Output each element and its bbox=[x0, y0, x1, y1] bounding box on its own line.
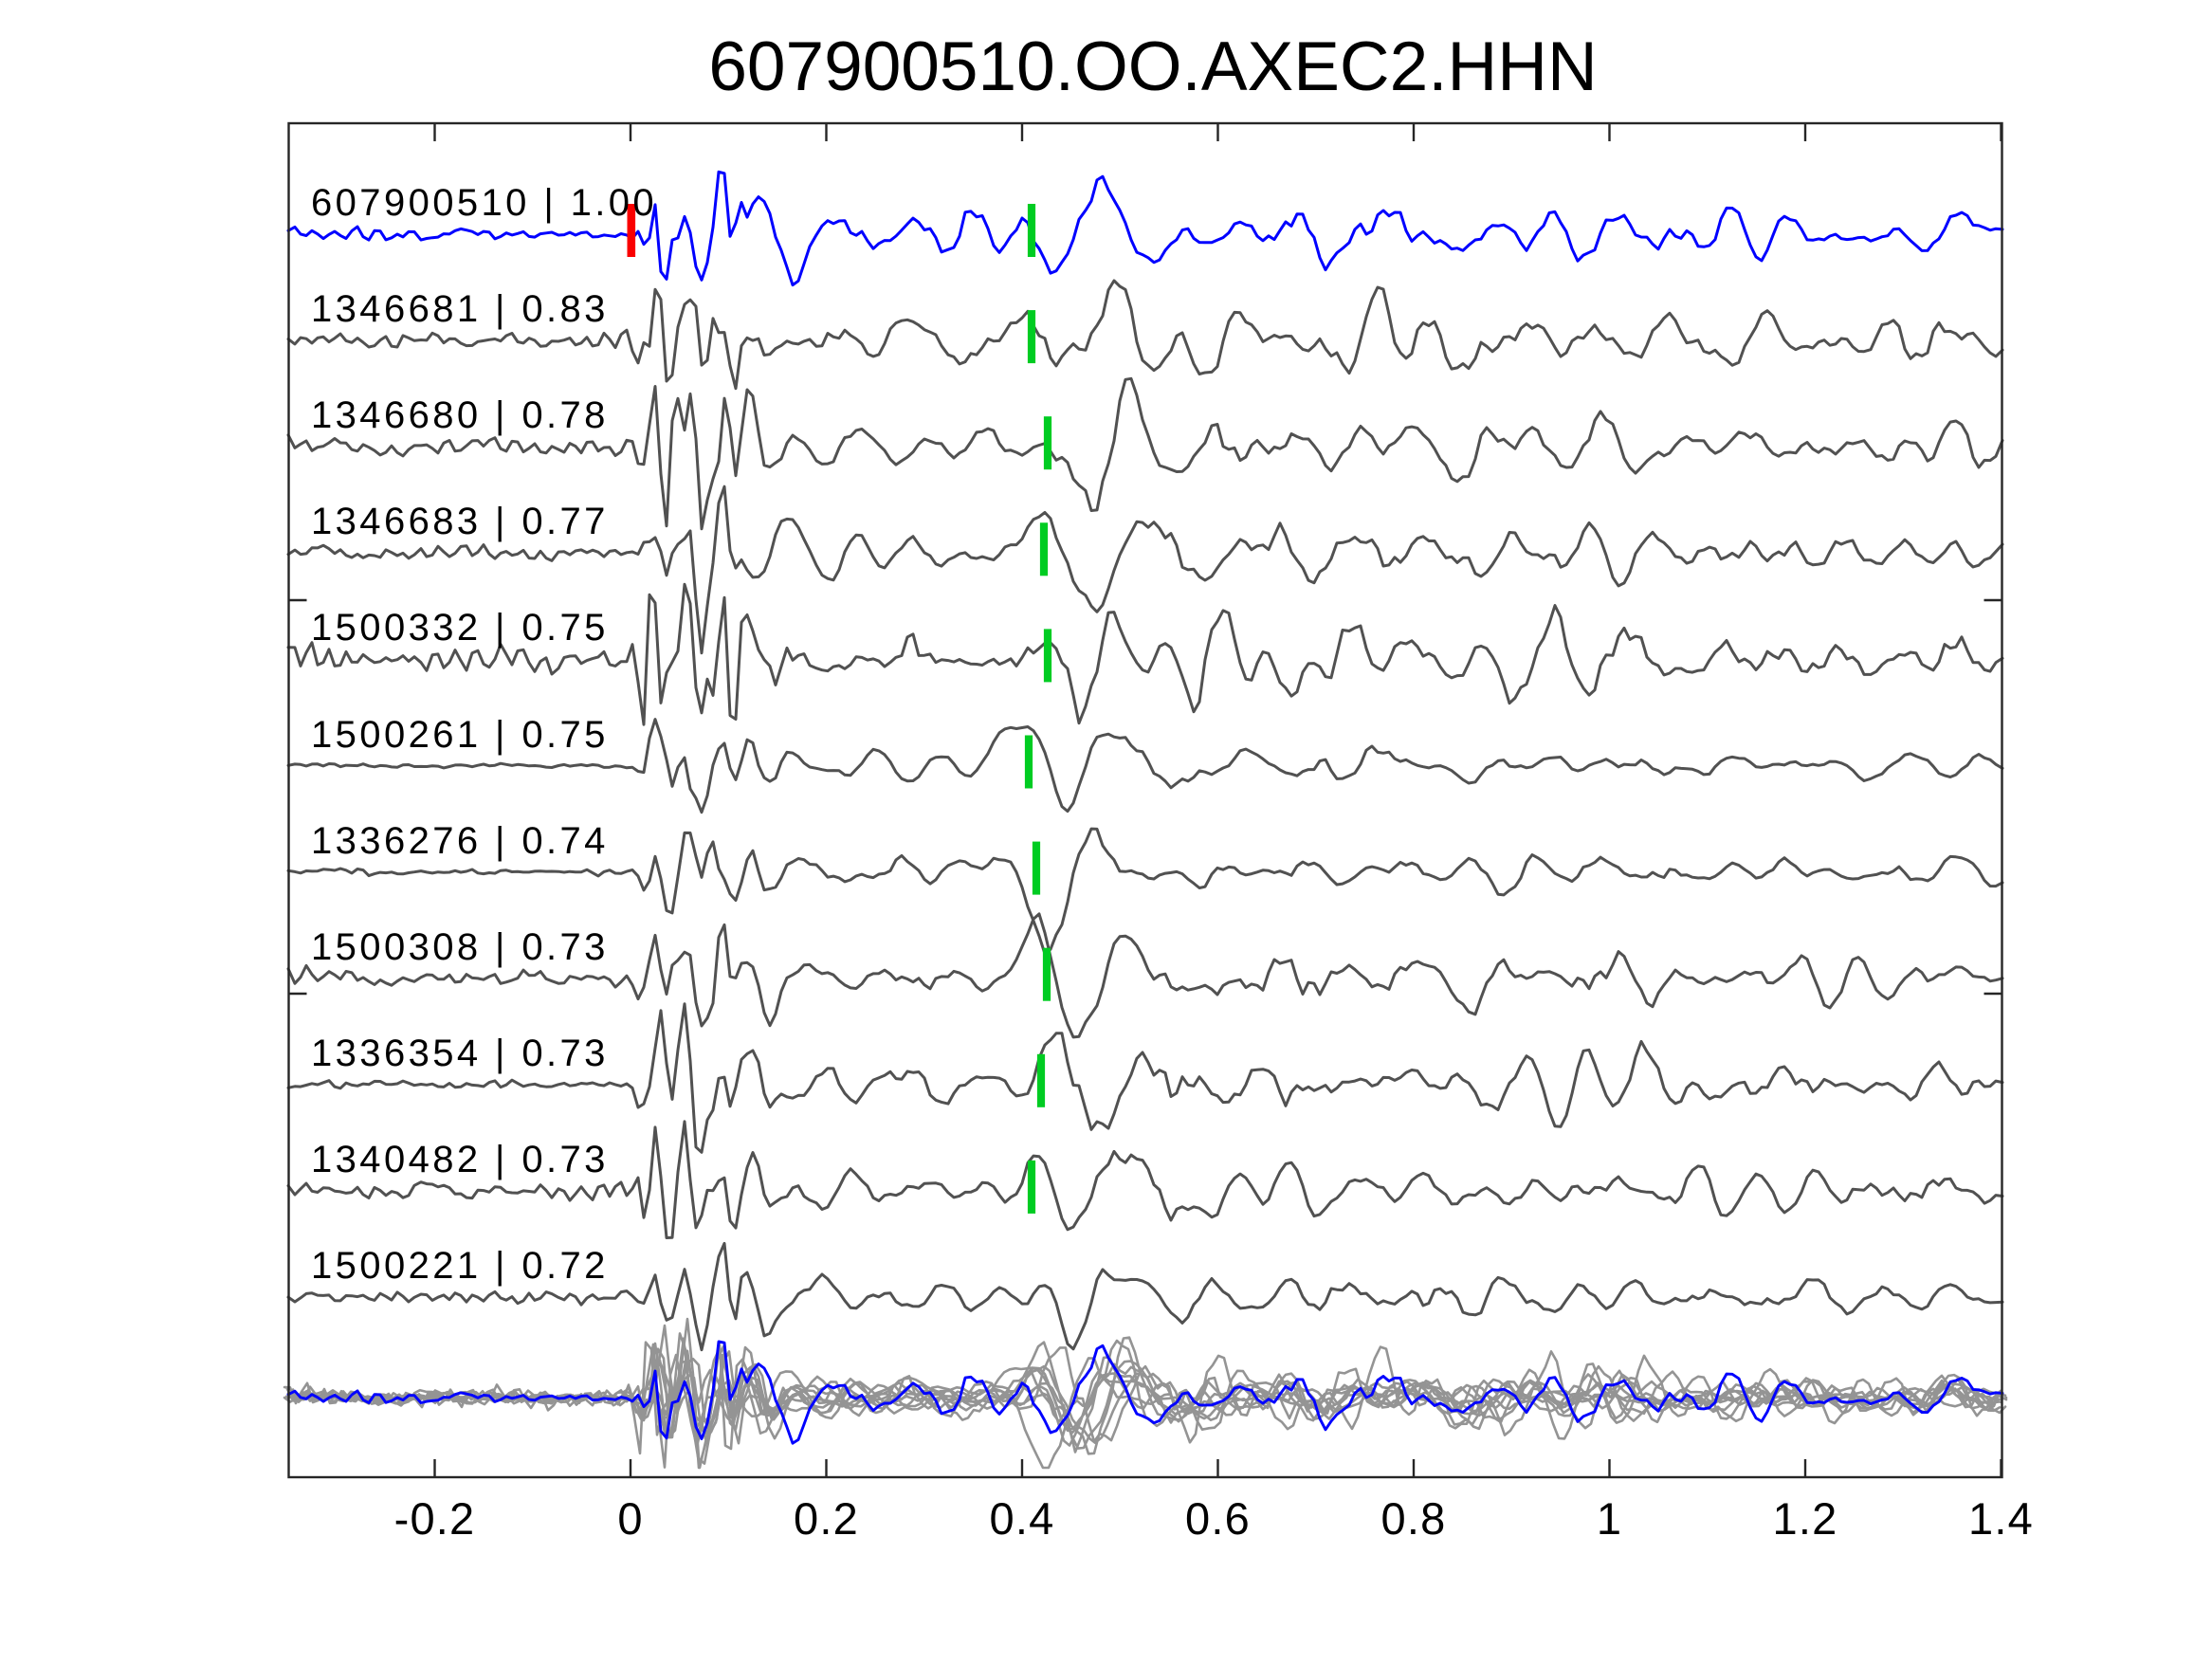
svg-text:1500221 | 0.72: 1500221 | 0.72 bbox=[311, 1245, 609, 1287]
svg-text:1346680 | 0.78: 1346680 | 0.78 bbox=[311, 394, 609, 436]
svg-text:1: 1 bbox=[1597, 1493, 1622, 1544]
svg-text:1500308 | 0.73: 1500308 | 0.73 bbox=[311, 926, 609, 968]
svg-text:-0.2: -0.2 bbox=[394, 1493, 476, 1544]
svg-text:1500261 | 0.75: 1500261 | 0.75 bbox=[311, 714, 609, 756]
svg-text:607900510.OO.AXEC2.HHN: 607900510.OO.AXEC2.HHN bbox=[708, 28, 1597, 105]
svg-text:1.4: 1.4 bbox=[1968, 1493, 2034, 1544]
svg-text:0: 0 bbox=[617, 1493, 643, 1544]
svg-text:1500332 | 0.75: 1500332 | 0.75 bbox=[311, 607, 609, 649]
svg-text:0.6: 0.6 bbox=[1185, 1493, 1251, 1544]
svg-text:1336276 | 0.74: 1336276 | 0.74 bbox=[311, 820, 609, 862]
svg-text:1346681 | 0.83: 1346681 | 0.83 bbox=[311, 288, 609, 330]
svg-text:0.8: 0.8 bbox=[1381, 1493, 1447, 1544]
svg-text:1340482 | 0.73: 1340482 | 0.73 bbox=[311, 1139, 609, 1180]
svg-text:0.4: 0.4 bbox=[990, 1493, 1055, 1544]
svg-text:1336354 | 0.73: 1336354 | 0.73 bbox=[311, 1033, 609, 1074]
svg-text:1.2: 1.2 bbox=[1773, 1493, 1838, 1544]
svg-text:0.2: 0.2 bbox=[794, 1493, 859, 1544]
svg-text:607900510 | 1.00: 607900510 | 1.00 bbox=[311, 182, 657, 224]
svg-text:1346683 | 0.77: 1346683 | 0.77 bbox=[311, 501, 609, 542]
